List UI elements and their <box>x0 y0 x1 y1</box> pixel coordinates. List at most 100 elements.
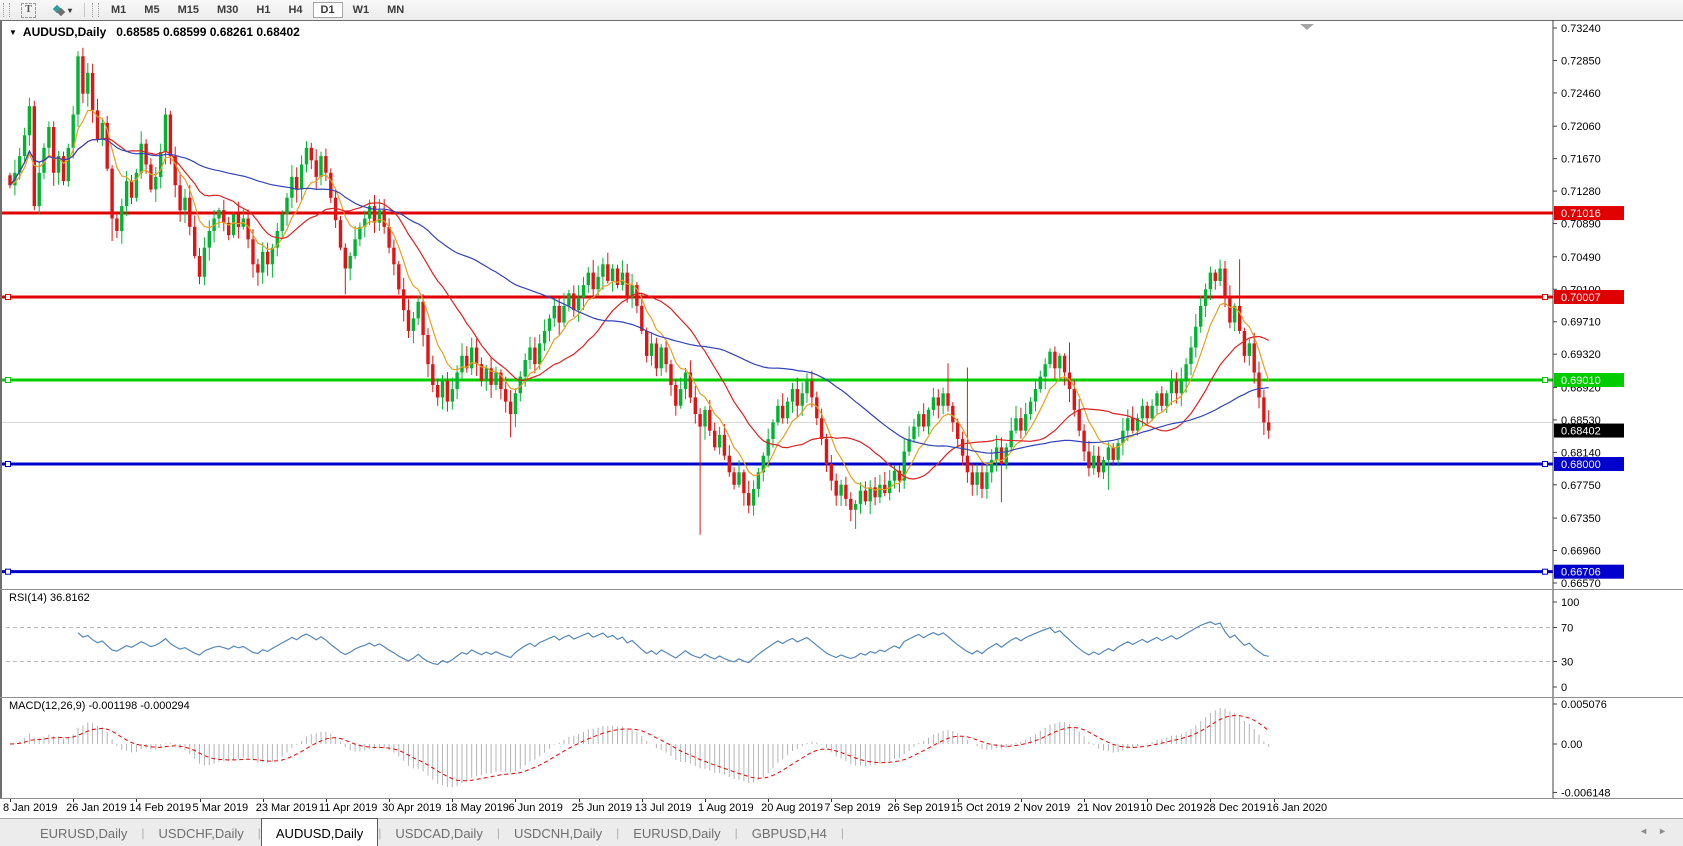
svg-text:0.67750: 0.67750 <box>1561 480 1601 492</box>
svg-text:0.00: 0.00 <box>1561 739 1582 751</box>
date-label: 14 Feb 2019 <box>129 802 192 814</box>
chart-tab-eurusd-daily[interactable]: EURUSD,Daily <box>40 825 128 841</box>
chart-tab-bar: EURUSD,Daily | USDCHF,Daily | AUDUSD,Daily | U… <box>0 818 1683 846</box>
date-tick <box>831 799 833 802</box>
date-tick <box>325 799 327 802</box>
rsi-axis-labels: 100 70 30 0 <box>1553 597 1579 694</box>
symbols-icon <box>52 4 66 16</box>
date-tick <box>10 799 11 802</box>
date-axis[interactable]: 8 Jan 2019 26 Jan 2019 14 Feb 2019 5 Mar 20… <box>0 799 1683 818</box>
toolbar-separator <box>84 3 86 17</box>
date-tick <box>704 799 706 802</box>
svg-text:0: 0 <box>1561 682 1567 694</box>
timeframe-button-mn[interactable]: MN <box>379 2 412 18</box>
tab-separator: | <box>840 826 844 840</box>
line-handles <box>5 294 1548 575</box>
date-label: 16 Jan 2020 <box>1266 802 1328 814</box>
toolbar-grip[interactable] <box>3 3 10 17</box>
tab-scroll-arrows[interactable]: ◄► <box>1639 826 1677 836</box>
date-label: 6 Jun 2019 <box>508 802 563 814</box>
chart-title: ▼ AUDUSD,Daily 0.68585 0.68599 0.68261 0.6… <box>9 25 300 39</box>
date-label: 21 Nov 2019 <box>1077 802 1140 814</box>
svg-text:0.72460: 0.72460 <box>1561 88 1601 100</box>
level-price-boxes: 0.71016 0.70007 0.69010 0.68000 0.66706 0.684… <box>1554 206 1624 579</box>
text-tool-button[interactable]: T <box>15 2 42 18</box>
chart-tab-usdchf-daily[interactable]: USDCHF,Daily <box>158 825 244 841</box>
date-tick <box>1210 799 1212 802</box>
chart-tab-eurusd-daily[interactable]: EURUSD,Daily <box>633 825 721 841</box>
svg-text:0.70007: 0.70007 <box>1561 292 1601 304</box>
panel-separator[interactable] <box>0 697 1683 698</box>
rsi-panel-chart[interactable]: 100 70 30 0 <box>0 590 1683 697</box>
timeframe-button-m15[interactable]: M15 <box>170 2 207 18</box>
date-label: 26 Sep 2019 <box>887 802 950 814</box>
svg-text:0.69320: 0.69320 <box>1561 349 1601 361</box>
current-price-box <box>1554 423 1624 438</box>
timeframe-button-m1[interactable]: M1 <box>103 2 134 18</box>
date-label: 26 Jan 2019 <box>66 802 127 814</box>
chart-shift-marker <box>1300 24 1314 30</box>
symbols-dropdown-button[interactable]: ▾ <box>46 2 78 18</box>
chart-dropdown-icon[interactable]: ▼ <box>9 28 17 37</box>
toolbar-grip[interactable] <box>92 3 100 17</box>
date-label: 5 Mar 2019 <box>192 802 249 814</box>
text-tool-icon: T <box>21 2 36 18</box>
svg-text:0.72060: 0.72060 <box>1561 121 1601 133</box>
tab-separator: | <box>616 826 620 840</box>
date-label: 10 Dec 2019 <box>1140 802 1203 814</box>
chart-tab-usdcad-daily[interactable]: USDCAD,Daily <box>395 825 483 841</box>
svg-text:-0.006148: -0.006148 <box>1561 787 1611 798</box>
date-tick <box>957 799 959 802</box>
timeframe-button-h4[interactable]: H4 <box>280 2 310 18</box>
timeframe-button-m30[interactable]: M30 <box>209 2 246 18</box>
svg-text:0.69010: 0.69010 <box>1561 375 1601 387</box>
date-label: 23 Mar 2019 <box>255 802 318 814</box>
timeframe-button-d1[interactable]: D1 <box>312 2 343 18</box>
macd-panel-chart[interactable]: 0.005076 0.00 -0.006148 <box>0 698 1683 798</box>
timeframe-group: M1 M5 M15 M30 H1 H4 D1 W1 MN <box>102 2 413 18</box>
macd-histogram <box>14 708 1270 788</box>
chart-window[interactable] <box>0 20 1683 818</box>
chart-ohlc-values: 0.68585 0.68599 0.68261 0.68402 <box>116 25 300 39</box>
chart-tab-gbpusd-h4[interactable]: GBPUSD,H4 <box>751 825 827 841</box>
svg-text:0.66706: 0.66706 <box>1561 567 1601 579</box>
date-axis-border <box>0 798 1683 799</box>
date-tick <box>1084 799 1086 802</box>
tab-separator: | <box>378 826 382 840</box>
date-label: 1 Aug 2019 <box>697 802 754 814</box>
horizontal-level-lines <box>2 211 1553 574</box>
macd-label: MACD(12,26,9) -0.001198 -0.000294 <box>9 700 190 712</box>
date-tick <box>1273 799 1275 802</box>
chart-tab-audusd-daily[interactable]: AUDUSD,Daily <box>260 818 379 846</box>
tab-separator: | <box>257 826 261 840</box>
rsi-label: RSI(14) 36.8162 <box>9 592 90 604</box>
tab-separator: | <box>496 826 500 840</box>
chart-window-top-border <box>0 20 1683 21</box>
svg-text:100: 100 <box>1561 597 1579 609</box>
panel-separator[interactable] <box>0 589 1683 590</box>
chart-symbol: AUDUSD,Daily <box>22 25 107 39</box>
date-label: 2 Nov 2019 <box>1013 802 1071 814</box>
svg-text:0.72850: 0.72850 <box>1561 55 1601 67</box>
svg-text:0.73240: 0.73240 <box>1561 23 1601 35</box>
scroll-right-icon[interactable]: ► <box>1658 826 1677 836</box>
date-label: 30 Apr 2019 <box>382 802 442 814</box>
timeframe-button-w1[interactable]: W1 <box>345 2 378 18</box>
date-tick <box>1147 799 1149 802</box>
svg-text:0.71670: 0.71670 <box>1561 154 1601 166</box>
tab-separator: | <box>734 826 738 840</box>
date-tick <box>73 799 75 802</box>
chart-tab-usdcnh-daily[interactable]: USDCNH,Daily <box>513 825 603 841</box>
date-tick <box>515 799 517 802</box>
candles <box>8 47 1271 535</box>
price-chart[interactable]: 0.73240 0.72850 0.72460 0.72060 0.71670 0.712… <box>0 20 1683 589</box>
svg-text:0.66570: 0.66570 <box>1561 578 1601 589</box>
timeframe-button-h1[interactable]: H1 <box>248 2 278 18</box>
price-axis-labels: 0.73240 0.72850 0.72460 0.72060 0.71670 0.712… <box>1553 23 1601 589</box>
svg-text:30: 30 <box>1561 657 1573 669</box>
ma-mid-sma <box>9 137 1269 480</box>
timeframe-button-m5[interactable]: M5 <box>136 2 167 18</box>
ma-slow-sma <box>9 138 1269 454</box>
scroll-left-icon[interactable]: ◄ <box>1639 826 1659 836</box>
date-tick <box>452 799 454 802</box>
